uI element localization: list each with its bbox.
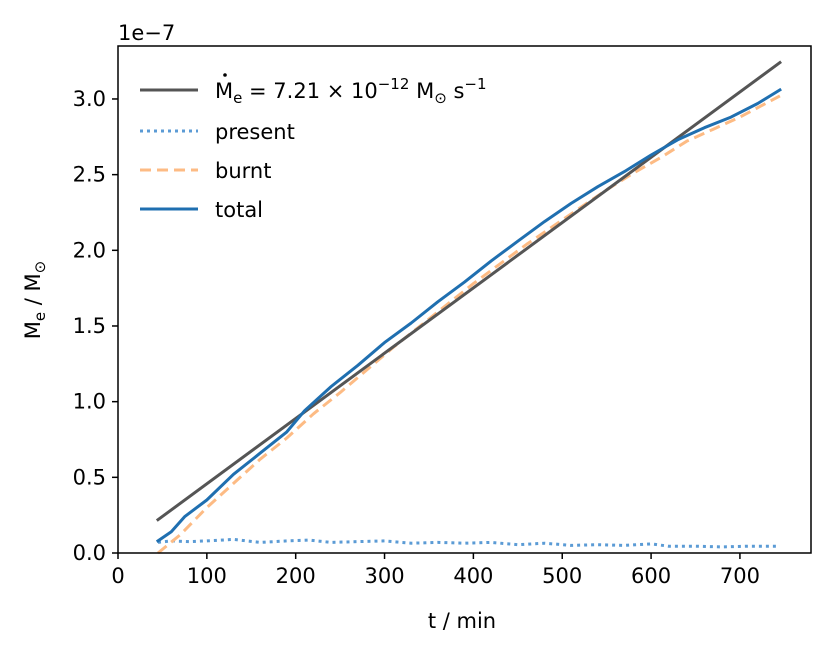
legend-fit-sub-e: e [233, 89, 242, 107]
x-tick-label: 300 [364, 564, 404, 588]
legend: Me = 7.21 × 10−12 M⊙ s−1 present burnt t… [140, 73, 487, 222]
y-axis-label-sub: e [31, 312, 49, 321]
y-tick-label: 2.5 [73, 163, 106, 187]
offset-text: 1e−7 [118, 21, 175, 45]
y-tick-label: 0.5 [73, 465, 106, 489]
y-axis-label-sub2: ⊙ [31, 261, 49, 274]
legend-fit-sun: ⊙ [434, 89, 447, 107]
series-line-present [157, 537, 780, 549]
x-tick-label: 200 [276, 564, 316, 588]
axes-frame [117, 45, 812, 554]
y-axis-label-mid: / M [21, 273, 45, 312]
legend-fit-unit-M: M [409, 79, 434, 103]
legend-label-total: total [215, 198, 263, 222]
y-tick-label: 0.0 [73, 541, 106, 565]
series-line-total [155, 87, 782, 543]
legend-fit-unit-exp: −1 [464, 75, 486, 93]
series-line-fit [155, 60, 782, 522]
y-tick-label: 1.5 [73, 314, 106, 338]
legend-fit-dot [223, 73, 227, 77]
axes: 0 100 200 300 400 500 600 700 0.0 0.5 1.0 1.5 2.0 2.5… [73, 45, 812, 588]
legend-label-present: present [215, 120, 295, 144]
x-tick-label: 0 [111, 564, 124, 588]
legend-label-fit: Me = 7.21 × 10−12 M⊙ s−1 [215, 75, 487, 107]
x-tick-label: 100 [187, 564, 227, 588]
x-tick-label: 400 [453, 564, 493, 588]
y-tick-label: 1.0 [73, 390, 106, 414]
y-tick-label: 2.0 [73, 238, 106, 262]
x-tick-label: 500 [542, 564, 582, 588]
legend-fit-exponent: −12 [378, 75, 410, 93]
x-axis-label: t / min [428, 609, 496, 633]
legend-label-burnt: burnt [215, 159, 271, 183]
legend-fit-M: M [215, 79, 233, 103]
plot-area [155, 60, 782, 555]
x-tick-label: 600 [631, 564, 671, 588]
y-tick-label: 3.0 [73, 87, 106, 111]
series-line-burnt [157, 94, 781, 555]
legend-fit-value: = 7.21 × 10 [242, 79, 377, 103]
y-axis-label-main: M [21, 321, 45, 339]
legend-fit-unit-s: s [447, 79, 465, 103]
x-tick-label: 700 [720, 564, 760, 588]
y-axis-label: Me / M⊙ [21, 261, 49, 339]
